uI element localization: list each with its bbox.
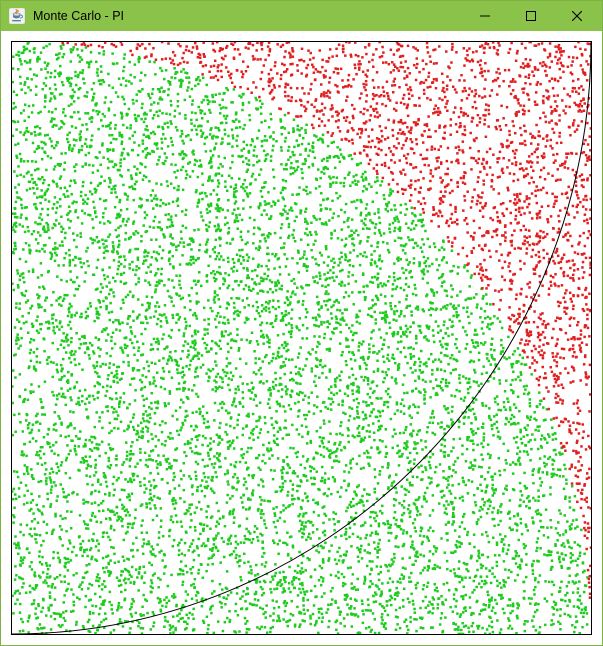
close-button[interactable] — [554, 1, 600, 31]
minimize-icon — [480, 11, 490, 21]
titlebar[interactable]: Monte Carlo - PI — [1, 1, 602, 31]
java-cup-icon — [9, 8, 25, 24]
maximize-icon — [526, 11, 536, 21]
minimize-button[interactable] — [462, 1, 508, 31]
close-icon — [572, 11, 582, 21]
window-title: Monte Carlo - PI — [33, 9, 462, 23]
application-window: Monte Carlo - PI — [0, 0, 603, 646]
client-area — [1, 31, 602, 645]
maximize-button[interactable] — [508, 1, 554, 31]
monte-carlo-plot — [12, 42, 591, 634]
simulation-canvas-frame — [11, 41, 592, 635]
